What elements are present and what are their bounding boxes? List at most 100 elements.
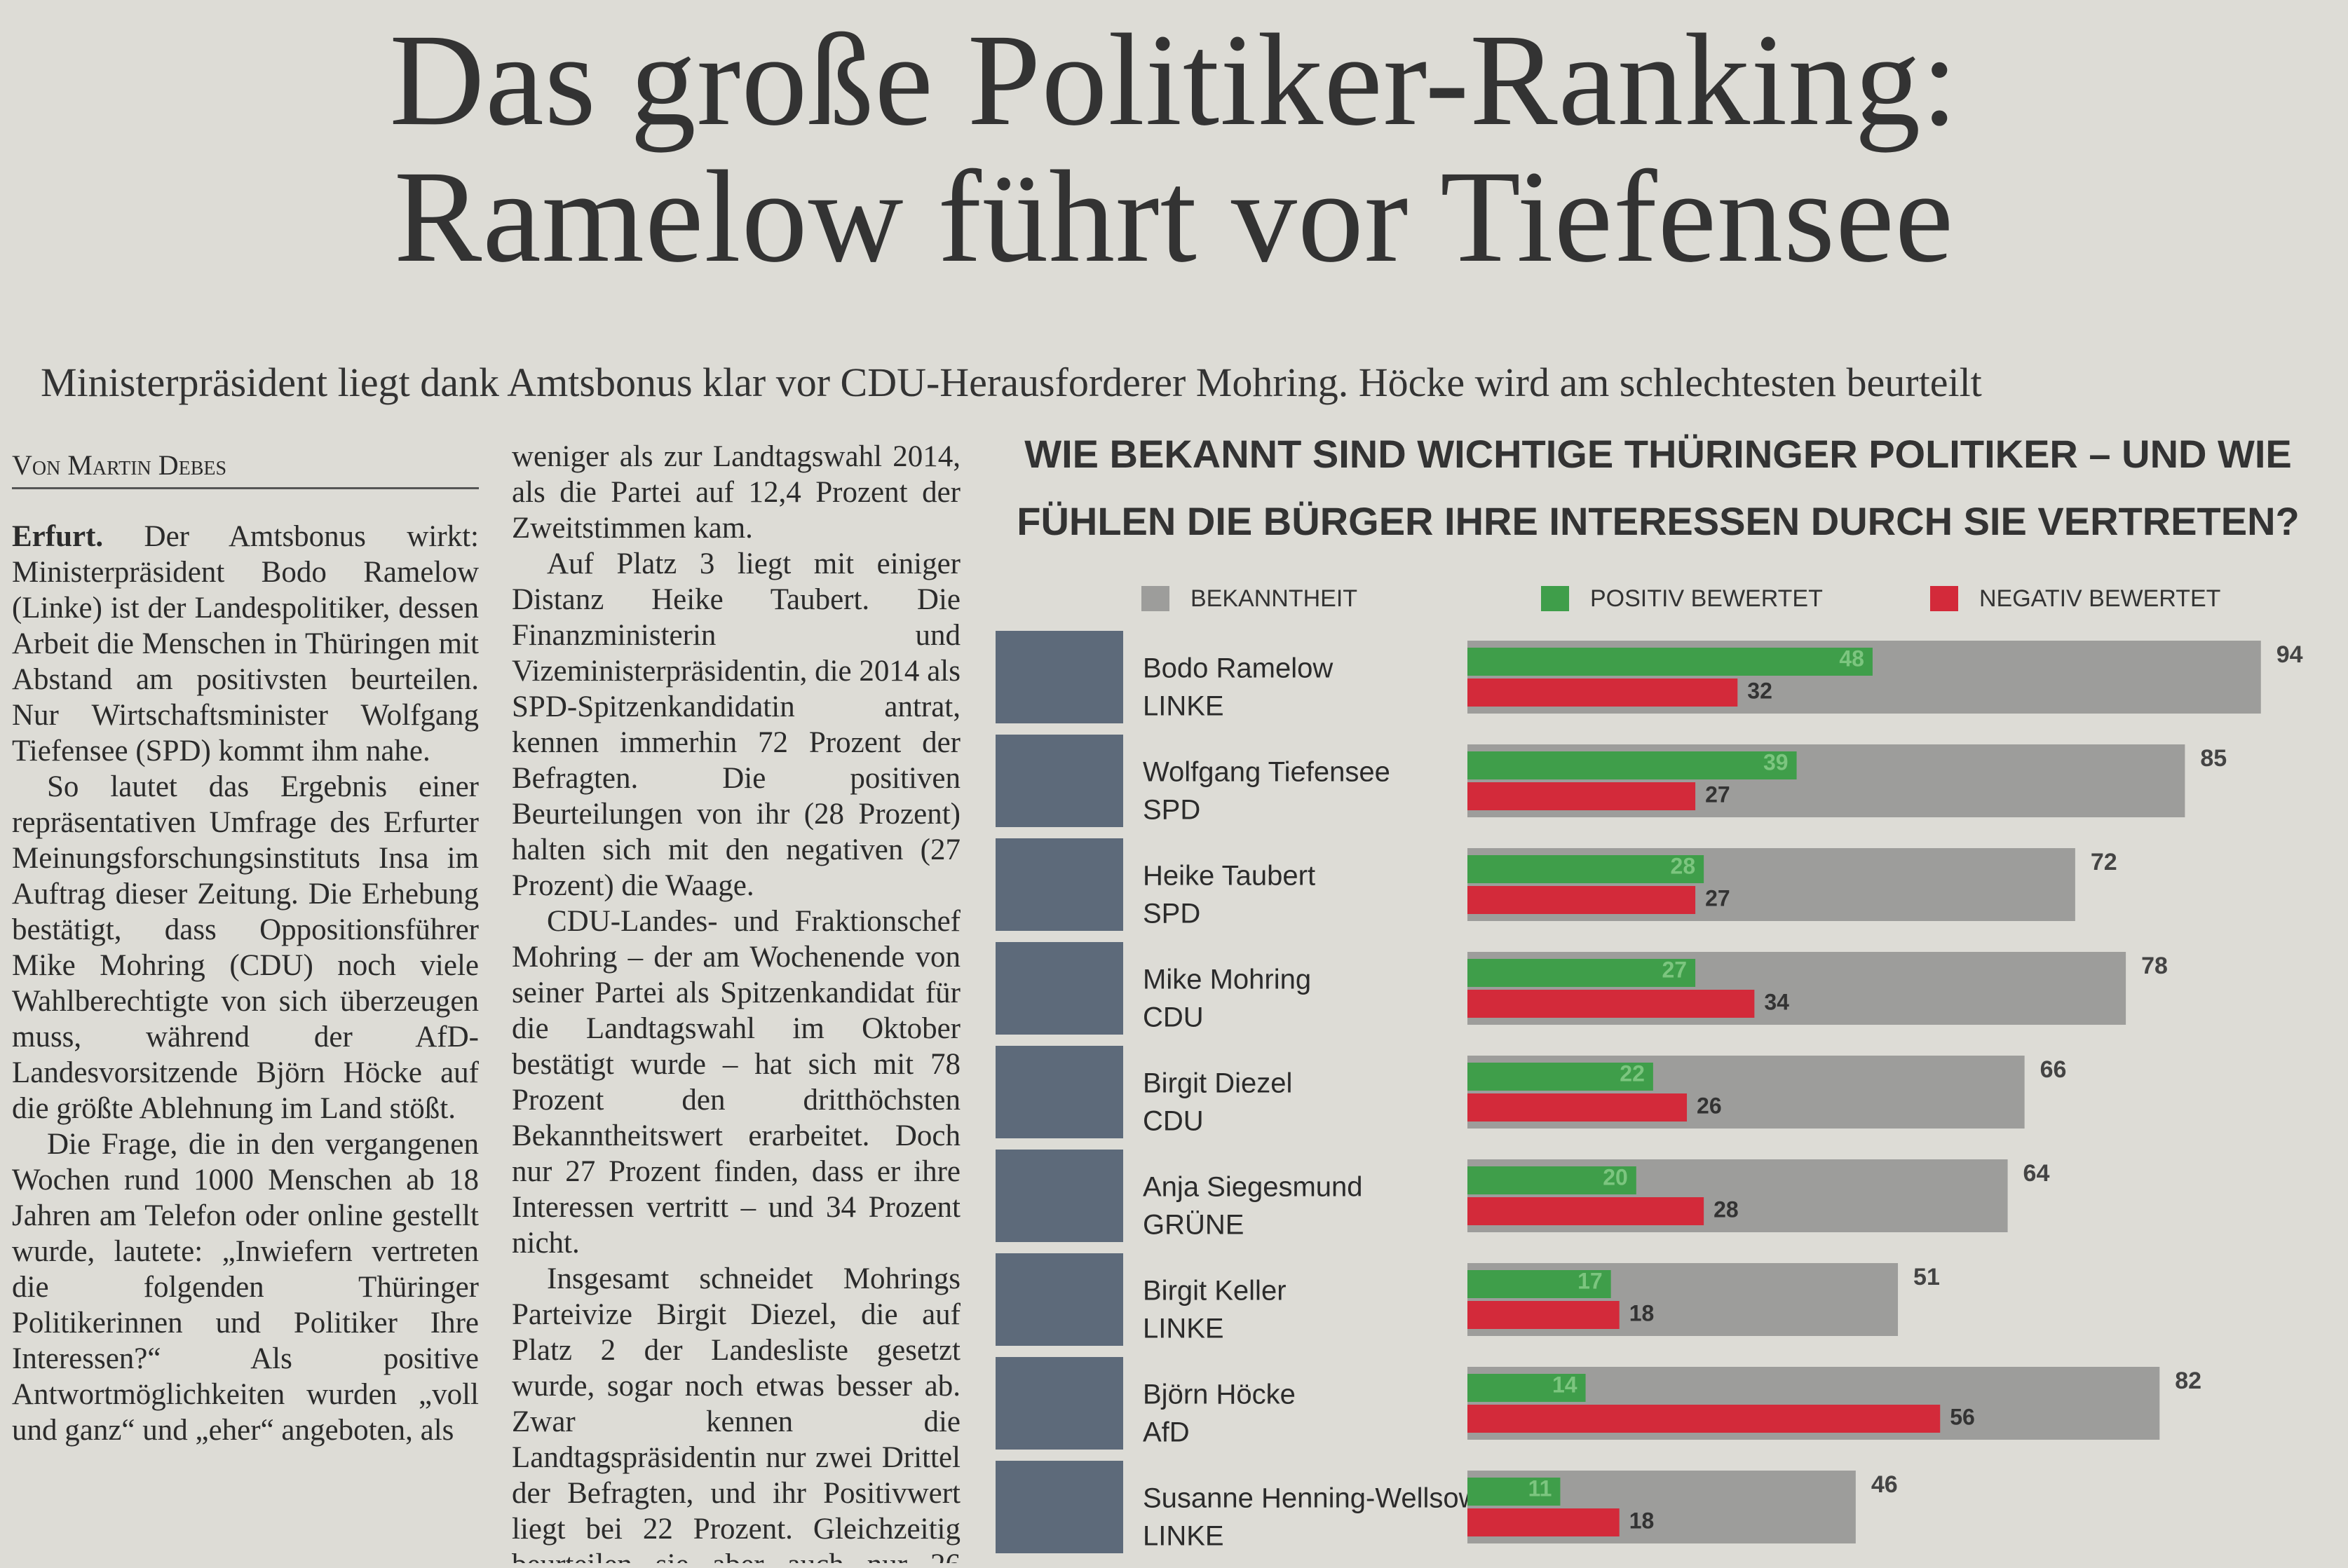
politician-name: Björn Höcke: [1143, 1379, 1296, 1410]
party: LINKE: [1143, 691, 1224, 722]
value-label: 20: [1603, 1164, 1628, 1189]
bar: [1467, 1374, 1586, 1402]
value-label: 78: [2141, 953, 2168, 979]
headline: Das große Politiker-Ranking:: [389, 6, 1959, 153]
party: LINKE: [1143, 1314, 1224, 1344]
value-label: 32: [1747, 678, 1772, 703]
paragraph: weniger als zur Landtagswahl 2014, als d…: [512, 439, 961, 546]
article-column: Erfurt. Der Amtsbonus wirkt: Ministerprä…: [12, 519, 479, 1563]
politician-name: Susanne Henning-Wellsow: [1143, 1483, 1479, 1514]
value-label: 27: [1705, 885, 1730, 911]
paragraph: Erfurt. Der Amtsbonus wirkt: Ministerprä…: [12, 519, 479, 769]
paragraph-text: Auf Platz 3 liegt mit einiger Distanz He…: [512, 547, 961, 902]
bar: [1467, 1270, 1611, 1298]
value-label: 28: [1714, 1197, 1739, 1222]
value-label: 51: [1913, 1264, 1940, 1290]
bar: [1467, 648, 1873, 676]
bar: [1467, 959, 1696, 987]
value-label: 56: [1950, 1404, 1975, 1429]
value-label: 11: [1528, 1475, 1552, 1501]
bar: [1467, 1197, 1704, 1225]
bar: [1467, 990, 1755, 1018]
bar: [1467, 1478, 1561, 1506]
byline: Von Martin Debes: [12, 449, 479, 489]
portrait: [996, 735, 1123, 827]
value-label: 46: [1871, 1471, 1898, 1498]
bar: [1467, 1508, 1620, 1536]
politician-name: Birgit Keller: [1143, 1276, 1287, 1307]
value-label: 34: [1764, 989, 1789, 1014]
bar: [1467, 679, 1738, 707]
politician-name: Bodo Ramelow: [1143, 653, 1333, 684]
value-label: 85: [2200, 745, 2227, 772]
value-label: 72: [2091, 849, 2117, 875]
paragraph-text: CDU-Landes- und Fraktionschef Mohring – …: [512, 905, 961, 1260]
paragraph-text: Der Amtsbonus wirkt: Ministerpräsident B…: [12, 520, 479, 768]
value-label: 18: [1629, 1300, 1655, 1325]
legend-swatch: [1141, 586, 1169, 611]
bar: [1467, 886, 1696, 914]
value-label: 27: [1662, 957, 1687, 982]
value-label: 27: [1705, 782, 1730, 807]
party: SPD: [1143, 899, 1200, 929]
politician-name: Heike Taubert: [1143, 861, 1315, 892]
party: CDU: [1143, 1106, 1204, 1137]
value-label: 66: [2040, 1056, 2067, 1083]
value-label: 48: [1839, 646, 1864, 671]
value-label: 28: [1671, 853, 1696, 878]
paragraph-text: Die Frage, die in den vergangenen Wochen…: [12, 1128, 479, 1447]
politician-name: Wolfgang Tiefensee: [1143, 757, 1390, 788]
party: CDU: [1143, 1002, 1204, 1033]
value-label: 82: [2175, 1368, 2201, 1394]
legend-swatch: [1930, 586, 1958, 611]
bar: [1467, 1301, 1620, 1329]
paragraph-text: weniger als zur Landtagswahl 2014, als d…: [512, 440, 961, 545]
bar: [1467, 1093, 1688, 1122]
bar: [1467, 1063, 1653, 1091]
legend-label: NEGATIV BEWERTET: [1979, 585, 2220, 612]
value-label: 14: [1552, 1372, 1577, 1397]
paragraph-text: Insgesamt schneidet Mohrings Parteivize …: [512, 1262, 961, 1563]
portrait: [996, 838, 1123, 931]
portrait: [996, 1150, 1123, 1242]
portrait: [996, 1461, 1123, 1553]
bar: [1467, 1166, 1636, 1194]
party: SPD: [1143, 795, 1200, 826]
value-label: 17: [1577, 1268, 1603, 1293]
value-label: 22: [1620, 1061, 1645, 1086]
bar: [1467, 1405, 1941, 1433]
paragraph: CDU-Landes- und Fraktionschef Mohring – …: [512, 904, 961, 1261]
value-label: 26: [1697, 1093, 1722, 1118]
paragraph-text: So lautet das Ergebnis einer repräsentat…: [12, 770, 479, 1125]
party: GRÜNE: [1143, 1210, 1244, 1241]
headline: Ramelow führt vor Tiefensee: [393, 143, 1955, 289]
value-label: 94: [2276, 641, 2303, 668]
portrait: [996, 1046, 1123, 1138]
legend-label: POSITIV BEWERTET: [1590, 585, 1823, 612]
chart-title: WIE BEKANNT SIND WICHTIGE THÜRINGER POLI…: [1017, 432, 2300, 543]
dateline: Erfurt.: [12, 520, 104, 553]
paragraph: Insgesamt schneidet Mohrings Parteivize …: [512, 1261, 961, 1563]
politician-name: Mike Mohring: [1143, 964, 1311, 995]
bar: [1467, 782, 1696, 810]
portrait: [996, 1357, 1123, 1450]
bar: [1467, 855, 1704, 883]
legend-swatch: [1541, 586, 1569, 611]
politician-name: Birgit Diezel: [1143, 1068, 1292, 1099]
bar: [1467, 751, 1797, 779]
party: AfD: [1143, 1417, 1190, 1448]
value-label: 18: [1629, 1508, 1655, 1533]
paragraph: Die Frage, die in den vergangenen Wochen…: [12, 1126, 479, 1448]
value-label: 64: [2023, 1160, 2050, 1187]
paragraph: So lautet das Ergebnis einer repräsentat…: [12, 769, 479, 1126]
subheadline: Ministerpräsident liegt dank Amtsbonus k…: [41, 360, 1982, 405]
politician-name: Anja Siegesmund: [1143, 1172, 1363, 1203]
value-label: 39: [1763, 749, 1789, 775]
portrait: [996, 942, 1123, 1035]
portrait: [996, 1253, 1123, 1346]
legend-label: BEKANNTHEIT: [1190, 585, 1357, 612]
party: LINKE: [1143, 1521, 1224, 1552]
article-column: weniger als zur Landtagswahl 2014, als d…: [512, 439, 961, 1563]
